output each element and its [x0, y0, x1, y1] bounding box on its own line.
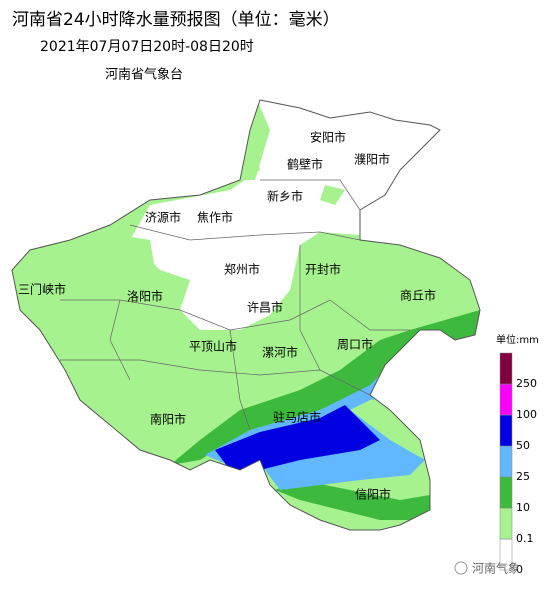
city-label: 许昌市: [247, 300, 283, 315]
map-subtitle: 2021年07月07日20时-08日20时: [40, 39, 254, 55]
region: [130, 100, 480, 330]
legend-swatch: [499, 352, 513, 385]
legend-tick-label: 100: [516, 408, 537, 421]
legend-swatch: [499, 445, 513, 478]
city-label: 南阳市: [150, 412, 186, 427]
legend-tick-label: 25: [516, 470, 530, 483]
legend-tick-label: 10: [516, 501, 530, 514]
city-label: 洛阳市: [127, 289, 163, 304]
city-label: 周口市: [337, 337, 373, 352]
city-label: 平顶山市: [189, 339, 237, 354]
legend-tick-label: 50: [516, 439, 530, 452]
region: [215, 405, 380, 470]
city-label: 郑州市: [224, 262, 260, 277]
city-label: 开封市: [305, 262, 341, 277]
city-label: 安阳市: [310, 130, 346, 145]
legend-swatch: [499, 414, 513, 447]
map-source: 河南省气象台: [105, 67, 183, 83]
legend-swatch: [499, 476, 513, 509]
region: [120, 100, 345, 270]
legend-tick-label: 250: [516, 377, 537, 390]
watermark-text: 河南气象: [472, 561, 520, 576]
legend-unit: 单位:mm: [496, 333, 539, 346]
city-label: 信阳市: [355, 487, 391, 502]
legend-swatch: [499, 383, 513, 416]
city-label: 商丘市: [400, 288, 436, 303]
watermark-icon: [454, 561, 468, 575]
city-label: 濮阳市: [354, 152, 390, 167]
legend-tick-label: 0: [516, 563, 523, 576]
city-label: 焦作市: [197, 210, 233, 225]
city-label: 济源市: [145, 210, 181, 225]
legend: 单位:mm 0 0.1 10 25 50 100 250: [496, 333, 539, 576]
city-label: 漯河市: [262, 345, 298, 360]
rain-regions: [12, 100, 480, 530]
city-label: 三门峡市: [18, 282, 66, 297]
legend-swatch: [499, 507, 513, 540]
city-label: 新乡市: [267, 189, 303, 204]
map-title: 河南省24小时降水量预报图（单位：毫米）: [12, 10, 340, 30]
boundaries: [60, 179, 410, 431]
city-label: 驻马店市: [273, 410, 321, 425]
legend-tick-label: 0.1: [516, 532, 534, 545]
city-label: 鹤壁市: [287, 157, 323, 172]
watermark: 河南气象: [454, 561, 520, 576]
